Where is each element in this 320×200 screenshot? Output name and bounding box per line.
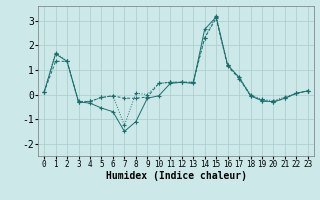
X-axis label: Humidex (Indice chaleur): Humidex (Indice chaleur) [106,171,246,181]
